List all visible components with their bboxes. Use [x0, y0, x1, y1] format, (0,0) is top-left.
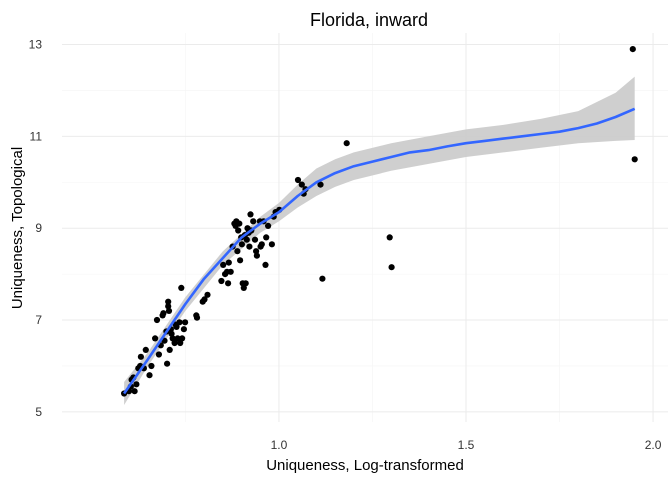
- data-point: [131, 388, 138, 395]
- data-point: [201, 296, 208, 303]
- data-point: [173, 323, 180, 330]
- data-point: [262, 261, 269, 268]
- y-axis-tick-labels: 5 7 9 11 13: [29, 37, 43, 418]
- chart-title: Florida, inward: [310, 10, 428, 30]
- data-point: [152, 335, 159, 342]
- data-point: [137, 353, 144, 360]
- data-point: [268, 241, 275, 248]
- data-point: [250, 218, 257, 225]
- data-point: [236, 220, 243, 227]
- data-point: [238, 241, 245, 248]
- y-tick-label: 13: [29, 37, 43, 51]
- x-tick-label: 1.0: [271, 438, 288, 452]
- minor-gridlines: [62, 33, 668, 422]
- data-point: [174, 335, 181, 342]
- y-tick-label: 9: [35, 221, 42, 235]
- data-point: [227, 268, 234, 275]
- data-point: [218, 277, 225, 285]
- data-point: [166, 346, 173, 353]
- data-point: [176, 319, 183, 326]
- y-tick-label: 7: [35, 313, 42, 327]
- data-point: [225, 259, 232, 266]
- x-tick-label: 2.0: [645, 438, 662, 452]
- data-point: [146, 372, 153, 379]
- x-axis-tick-labels: 1.0 1.5 2.0: [271, 438, 662, 452]
- data-point: [263, 234, 270, 241]
- data-point: [220, 261, 227, 268]
- data-point: [265, 222, 272, 229]
- data-point: [319, 275, 326, 282]
- data-point: [193, 314, 201, 321]
- data-point: [182, 319, 189, 326]
- data-point: [253, 252, 260, 259]
- data-point: [246, 243, 253, 250]
- data-point: [142, 346, 149, 353]
- data-point: [237, 257, 244, 264]
- data-point: [298, 181, 305, 188]
- data-point: [180, 326, 187, 333]
- data-point: [247, 211, 254, 218]
- smooth-fit-line: [123, 107, 636, 395]
- data-point: [388, 264, 395, 271]
- data-point: [225, 280, 232, 287]
- data-point: [204, 291, 211, 298]
- data-point: [165, 307, 173, 314]
- data-point: [251, 236, 259, 243]
- x-tick-label: 1.5: [458, 438, 475, 452]
- x-axis-label: Uniqueness, Log-transformed: [266, 457, 464, 474]
- data-points: [121, 46, 638, 397]
- data-point: [148, 362, 155, 370]
- data-point: [179, 335, 186, 342]
- data-point: [629, 46, 636, 53]
- data-point: [160, 310, 167, 317]
- data-point: [235, 227, 242, 234]
- data-point: [234, 248, 241, 255]
- data-point: [178, 284, 185, 291]
- data-point: [631, 156, 638, 163]
- data-point: [133, 381, 140, 388]
- y-tick-label: 11: [30, 129, 43, 143]
- data-point: [155, 351, 162, 358]
- data-point: [153, 316, 161, 324]
- data-point: [258, 241, 265, 248]
- data-point: [243, 236, 250, 243]
- confidence-band: [124, 76, 635, 405]
- data-point: [317, 181, 324, 188]
- data-point: [343, 140, 350, 147]
- y-tick-label: 5: [35, 405, 42, 419]
- data-point: [171, 339, 178, 347]
- data-point: [165, 298, 172, 305]
- y-axis-label: Uniqueness, Topological: [9, 147, 26, 309]
- data-point: [386, 234, 393, 241]
- data-point: [294, 176, 302, 184]
- data-point: [164, 360, 171, 367]
- data-point: [242, 280, 249, 287]
- data-point: [165, 303, 172, 310]
